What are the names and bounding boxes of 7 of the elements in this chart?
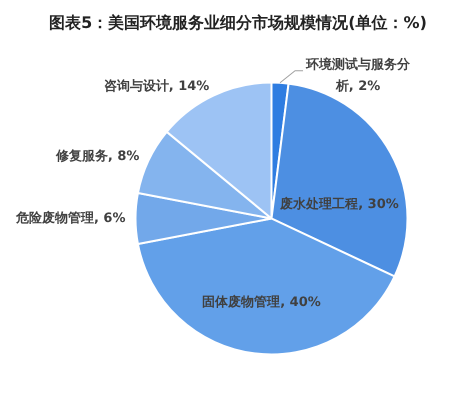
slice-label: 修复服务, 8% bbox=[54, 148, 140, 164]
slice-label: 废水处理工程, 30% bbox=[279, 196, 399, 212]
chart-title: 图表5：美国环境服务业细分市场规模情况(单位：%) bbox=[49, 13, 427, 32]
slice-label: 咨询与设计, 14% bbox=[104, 78, 210, 94]
slice-label: 固体废物管理, 40% bbox=[202, 294, 321, 310]
slice-label: 危险废物管理, 6% bbox=[14, 210, 126, 226]
slice-label: 环境测试与服务分析, 2% bbox=[305, 56, 412, 94]
